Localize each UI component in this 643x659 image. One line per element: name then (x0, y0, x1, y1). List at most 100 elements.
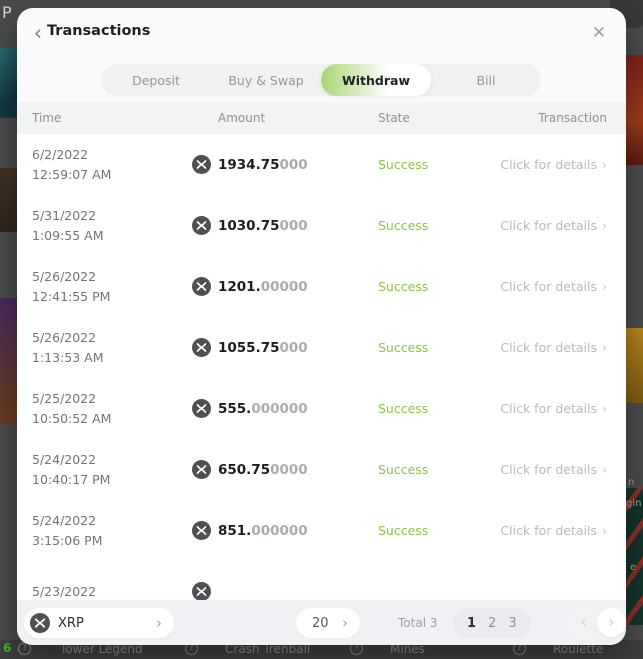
backdrop-thumbnail-fragment (0, 168, 17, 232)
row-time: 10:50:52 AM (32, 410, 112, 426)
row-time-cell: 6/2/2022 12:59:07 AM (32, 145, 192, 185)
page-number-1[interactable]: 1 (467, 615, 477, 631)
table-row: 6/2/2022 12:59:07 AM 1934.75000 Success … (17, 134, 626, 195)
chevron-right-icon: › (602, 401, 607, 416)
amount-value: 555. (218, 400, 252, 417)
modal-header: ‹ Transactions ✕ (17, 8, 626, 54)
page-number-3[interactable]: 3 (508, 615, 517, 631)
xrp-icon (192, 338, 211, 357)
table-row: 5/25/2022 10:50:52 AM 555.000000 Success… (17, 378, 626, 439)
status-badge: Success (378, 340, 429, 355)
row-time: 12:41:55 PM (32, 288, 111, 304)
row-date: 5/25/2022 (32, 390, 97, 406)
backdrop-thumbnail-fragment (626, 55, 643, 165)
status-badge: Success (378, 523, 429, 538)
row-time-cell: 5/31/2022 1:09:55 AM (32, 206, 192, 246)
backdrop-game-label: Mines (390, 642, 425, 656)
table-row: 5/23/2022 (17, 561, 626, 600)
amount-zeros: 0000 (270, 461, 308, 478)
row-date: 5/26/2022 (32, 329, 97, 345)
amount-zeros: 000000 (251, 400, 308, 417)
tab-buy-swap[interactable]: Buy & Swap (228, 72, 304, 88)
row-date: 5/24/2022 (32, 451, 97, 467)
xrp-icon (192, 155, 211, 174)
amount-value: 650.75 (218, 461, 271, 478)
row-time: 1:13:53 AM (32, 349, 104, 365)
pagination-nav: ‹ › (569, 608, 626, 637)
status-badge: Success (378, 218, 429, 233)
amount-zeros: 000 (279, 156, 308, 173)
tab-bill[interactable]: Bill (476, 72, 496, 88)
xrp-icon (192, 277, 211, 296)
status-badge: Success (378, 157, 429, 172)
status-badge: Success (378, 401, 429, 416)
backdrop-thumbnail-fragment (626, 328, 643, 403)
row-details-link[interactable]: Click for details › (500, 218, 607, 233)
currency-selector[interactable]: XRP › (24, 608, 174, 638)
row-amount-cell: 1201.00000 (192, 277, 378, 296)
row-details-link[interactable]: Click for details › (500, 523, 607, 538)
page-number-2[interactable]: 2 (488, 615, 497, 631)
row-amount-cell: 1030.75000 (192, 216, 378, 235)
next-page-button[interactable]: › (597, 608, 626, 637)
chevron-right-icon: › (342, 614, 348, 632)
xrp-icon (192, 216, 211, 235)
backdrop-thumbnail-fragment (626, 488, 643, 625)
amount-zeros: 000000 (251, 522, 308, 539)
backdrop-letter: P (2, 3, 12, 22)
status-badge: Success (378, 279, 429, 294)
backdrop-thumbnail-fragment (0, 48, 17, 118)
row-amount-cell: 650.750000 (192, 460, 378, 479)
tab-deposit[interactable]: Deposit (132, 72, 180, 88)
chevron-right-icon: › (156, 614, 162, 632)
amount-zeros: 00000 (260, 278, 308, 295)
amount-zeros: 000 (279, 217, 308, 234)
row-date: 5/24/2022 (32, 512, 97, 528)
row-details-link[interactable]: Click for details › (500, 157, 607, 172)
row-time-cell: 5/26/2022 1:13:53 AM (32, 328, 192, 368)
xrp-icon (192, 521, 211, 540)
row-date: 6/2/2022 (32, 146, 89, 162)
chevron-right-icon: › (602, 462, 607, 477)
row-details-link[interactable]: Click for details › (500, 401, 607, 416)
table-body: 6/2/2022 12:59:07 AM 1934.75000 Success … (17, 134, 626, 600)
prev-page-button[interactable]: ‹ (569, 608, 598, 637)
row-details-link[interactable]: Click for details › (500, 279, 607, 294)
amount-value: 1201. (218, 278, 261, 295)
page-size-value: 20 (312, 615, 329, 631)
chevron-right-icon: › (602, 157, 607, 172)
row-time: 1:09:55 AM (32, 227, 104, 243)
table-row: 5/31/2022 1:09:55 AM 1030.75000 Success … (17, 195, 626, 256)
back-button[interactable]: ‹ (26, 21, 50, 45)
backdrop-thumbnail-fragment (0, 298, 17, 423)
row-details-link[interactable] (498, 584, 607, 599)
row-time: 12:59:07 AM (32, 166, 112, 182)
amount-zeros: 000 (279, 339, 308, 356)
table-row: 5/24/2022 10:40:17 PM 650.750000 Success… (17, 439, 626, 500)
amount-value: 851. (218, 522, 252, 539)
table-row: 5/26/2022 12:41:55 PM 1201.00000 Success… (17, 256, 626, 317)
tab-withdraw[interactable]: Withdraw (321, 64, 431, 96)
column-header-transaction: Transaction (538, 111, 607, 125)
backdrop-game-label: Roulette (553, 642, 604, 656)
row-time: 10:40:17 PM (32, 471, 111, 487)
xrp-icon (192, 582, 211, 600)
chevron-right-icon: › (602, 218, 607, 233)
table-header: Time Amount State Transaction (17, 102, 626, 134)
chevron-right-icon: › (602, 279, 607, 294)
table-row: 5/26/2022 1:13:53 AM 1055.75000 Success … (17, 317, 626, 378)
total-count: Total 3 (398, 616, 438, 630)
row-time-cell: 5/26/2022 12:41:55 PM (32, 267, 192, 307)
chevron-right-icon: › (602, 340, 607, 355)
row-time-cell: 5/24/2022 3:15:06 PM (32, 511, 192, 551)
backdrop-text-fragment: gin (626, 498, 642, 509)
row-details-link[interactable]: Click for details › (500, 340, 607, 355)
row-amount-cell: 851.000000 (192, 521, 378, 540)
backdrop-text-fragment: e (630, 562, 637, 573)
close-icon[interactable]: ✕ (587, 21, 611, 45)
status-badge: Success (378, 462, 429, 477)
row-details-link[interactable]: Click for details › (500, 462, 607, 477)
xrp-icon (30, 613, 50, 633)
backdrop-game-label: Crash Trenball (225, 642, 311, 656)
page-size-selector[interactable]: 20 › (296, 608, 360, 638)
